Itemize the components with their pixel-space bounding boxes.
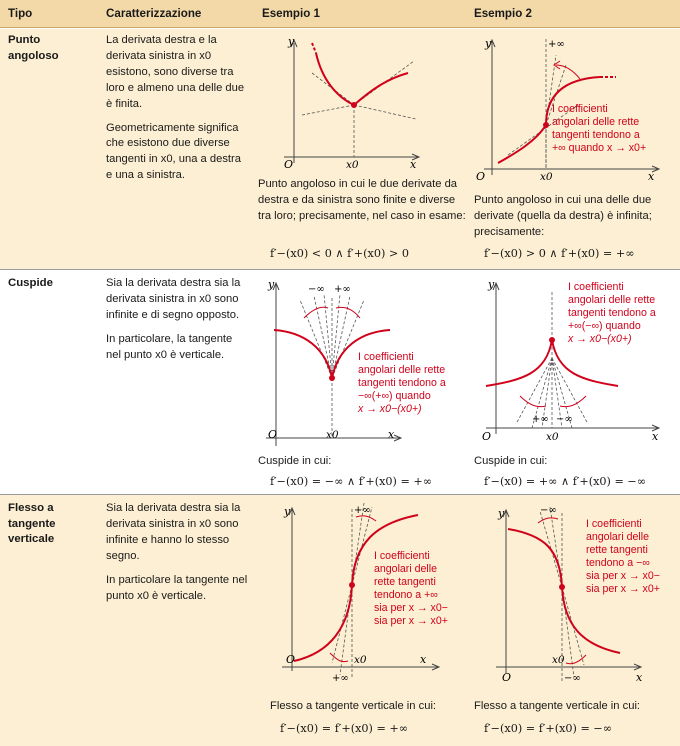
curve-right — [545, 76, 601, 126]
plus-inf-label: +∞ — [548, 39, 565, 50]
curve-right — [331, 329, 391, 379]
x-label: x — [648, 170, 655, 183]
graph-flesso-1: +∞ +∞ y O x0 x I coefficienti angolari d… — [282, 502, 451, 684]
curve-left — [293, 584, 353, 662]
origin-label: O — [476, 170, 485, 183]
corner-point — [543, 122, 549, 128]
type-label: Punto angoloso — [8, 34, 59, 62]
curve-right — [351, 514, 419, 586]
example-caption: Punto angoloso in cui una delle due deri… — [474, 194, 652, 238]
x-label: x — [652, 430, 659, 443]
curve-left — [315, 52, 355, 106]
curve-right — [551, 339, 619, 387]
x0-label: x0 — [546, 431, 559, 443]
origin-label: O — [502, 671, 511, 684]
origin-label: O — [286, 653, 295, 666]
example-caption: Flesso a tangente verticale in cui: — [474, 700, 641, 712]
description-paragraph: In particolare, la tangente nel punto x0… — [106, 332, 233, 361]
graph-cuspide-1: −∞ +∞ y O x0 x I coefficienti angolari d… — [266, 278, 449, 446]
curve-right — [353, 72, 409, 106]
row-divider — [0, 494, 680, 495]
row-cuspide: Cuspide Sia la derivata destra sia la de… — [0, 270, 680, 494]
header-caratterizzazione: Caratterizzazione — [106, 7, 202, 20]
description-paragraph: Geometricamente significa che esistono d… — [106, 121, 241, 182]
y-label: y — [287, 35, 295, 48]
description-paragraph: La derivata destra e la derivata sinistr… — [106, 34, 245, 110]
minus-inf-label: −∞ — [540, 505, 557, 516]
example-formula: f′−(x0) = −∞ ∧ f′+(x0) = +∞ — [270, 475, 433, 488]
origin-label: O — [482, 430, 491, 443]
type-label: Flesso a tangente verticale — [8, 502, 56, 546]
example-formula: f′−(x0) = f′+(x0) = −∞ — [484, 722, 613, 735]
example-caption: Flesso a tangente verticale in cui: — [270, 700, 437, 712]
header-esempio-2: Esempio 2 — [474, 7, 532, 20]
row-description: Sia la derivata destra sia la derivata s… — [106, 276, 250, 372]
x0-label: x0 — [346, 159, 359, 171]
row-flesso-verticale: Flesso a tangente verticale Sia la deriv… — [0, 495, 680, 746]
curve-left — [507, 528, 563, 588]
example-formula: f′−(x0) < 0 ∧ f′+(x0) > 0 — [270, 247, 409, 260]
cusp-point — [329, 375, 335, 381]
x0-label: x0 — [552, 654, 565, 666]
y-label: y — [487, 278, 495, 291]
header-esempio-1: Esempio 1 — [262, 7, 320, 20]
x-label: x — [420, 653, 427, 666]
x0-label: x0 — [540, 171, 553, 183]
example-formula: f′−(x0) > 0 ∧ f′+(x0) = +∞ — [484, 247, 635, 260]
tangent-note: I coefficienti angolari delle rette tang… — [374, 550, 451, 627]
plus-inf-label: +∞ — [334, 284, 351, 295]
example-formula: f′−(x0) = +∞ ∧ f′+(x0) = −∞ — [484, 475, 647, 488]
x-label: x — [388, 428, 395, 441]
x-label: x — [410, 158, 417, 171]
description-paragraph: Sia la derivata destra sia la derivata s… — [106, 502, 241, 562]
example-caption: Punto angoloso in cui le due derivate da… — [258, 178, 466, 222]
example-formula: f′−(x0) = f′+(x0) = +∞ — [280, 722, 409, 735]
plus-inf-label-bottom: +∞ — [332, 673, 349, 684]
corner-point — [351, 102, 357, 108]
origin-label: O — [284, 158, 293, 171]
plus-inf-label: +∞ — [532, 414, 549, 425]
type-label: Cuspide — [8, 277, 53, 289]
row-divider — [0, 269, 680, 270]
y-label: y — [283, 505, 291, 518]
header-tipo: Tipo — [8, 7, 33, 20]
curve-left — [485, 339, 553, 387]
y-label: y — [267, 278, 275, 291]
row-description: Sia la derivata destra sia la derivata s… — [106, 501, 250, 612]
y-label: y — [497, 507, 505, 520]
graph-flesso-2: −∞ −∞ y O x0 x I coefficienti angolari d… — [496, 505, 663, 684]
x-label: x — [636, 671, 643, 684]
cusp-point — [549, 337, 555, 343]
tangent-note: I coefficienti angolari delle rette tang… — [552, 103, 646, 154]
inflection-point — [559, 584, 565, 590]
row-punto-angoloso: Punto angoloso La derivata destra e la d… — [0, 29, 680, 269]
example-caption: Cuspide in cui: — [474, 455, 548, 467]
y-label: y — [484, 37, 492, 50]
minus-inf-label-bottom: −∞ — [564, 673, 581, 684]
tangent-note: I coefficienti angolari delle rette tang… — [586, 518, 663, 595]
curve-left — [497, 124, 547, 164]
tangent-note: I coefficienti angolari delle rette tang… — [567, 281, 659, 345]
minus-inf-label: −∞ — [308, 284, 325, 295]
graph-angoloso-1: y O x0 x — [284, 35, 421, 171]
graph-angoloso-2: +∞ y O x0 x I coefficienti angolari dell… — [476, 37, 661, 183]
description-paragraph: In particolare la tangente nel punto x0 … — [106, 573, 248, 602]
example-caption: Cuspide in cui: — [258, 455, 332, 467]
row-description: La derivata destra e la derivata sinistr… — [106, 33, 250, 192]
plus-inf-label: +∞ — [354, 505, 371, 516]
tangent-note: I coefficienti angolari delle rette tang… — [357, 351, 449, 415]
origin-label: O — [268, 428, 277, 441]
curve-left — [273, 329, 333, 379]
curve-right — [561, 586, 621, 654]
minus-inf-label: −∞ — [556, 414, 573, 425]
x0-label: x0 — [326, 429, 339, 441]
graph-cuspide-2: +∞ −∞ y O x0 x I coefficienti angolari d… — [482, 278, 661, 443]
x0-label: x0 — [354, 654, 367, 666]
description-paragraph: Sia la derivata destra sia la derivata s… — [106, 277, 241, 321]
table-header: Tipo Caratterizzazione Esempio 1 Esempio… — [0, 0, 680, 28]
inflection-point — [349, 582, 355, 588]
